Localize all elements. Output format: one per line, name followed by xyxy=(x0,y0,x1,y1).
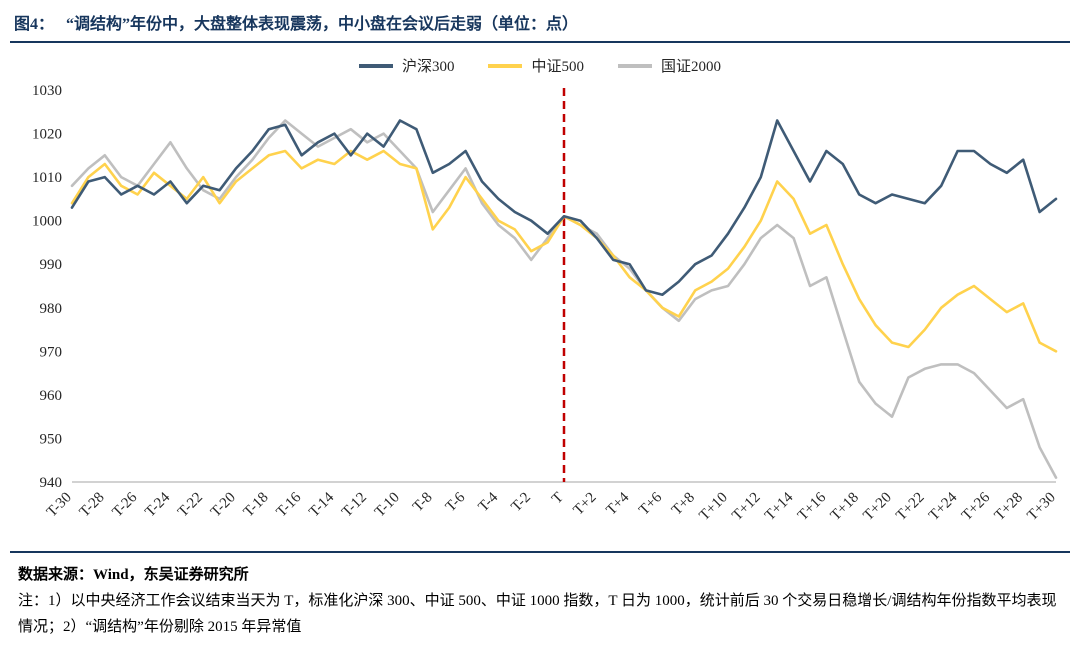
y-tick-label: 990 xyxy=(40,257,63,273)
x-tick-label: T+16 xyxy=(795,489,830,524)
legend-label-hs300: 沪深300 xyxy=(401,59,455,75)
y-tick-label: 940 xyxy=(40,475,63,491)
x-tick-label: T+14 xyxy=(762,489,797,524)
x-tick-label: T-8 xyxy=(410,490,436,516)
x-tick-label: T-30 xyxy=(44,490,75,521)
x-tick-label: T+22 xyxy=(893,490,927,524)
x-tick-label: T-26 xyxy=(109,489,140,520)
x-tick-label: T-10 xyxy=(372,490,403,521)
x-tick-label: T-14 xyxy=(306,489,337,520)
y-tick-label: 960 xyxy=(40,388,63,404)
legend-swatch-hs300 xyxy=(358,63,393,68)
y-tick-label: 970 xyxy=(40,344,63,360)
x-tick-label: T-20 xyxy=(208,490,239,521)
x-tick-label: T+28 xyxy=(992,490,1026,524)
x-tick-label: T-16 xyxy=(273,489,304,520)
legend-swatch-gz2000 xyxy=(618,63,652,68)
legend-label-gz2000: 国证2000 xyxy=(661,59,722,75)
x-tick-label: T+30 xyxy=(1024,490,1058,524)
x-tick-label: T-22 xyxy=(175,490,206,521)
data-source: 数据来源：Wind，东吴证券研究所 xyxy=(18,567,249,583)
x-tick-label: T-24 xyxy=(142,489,173,520)
figure-note: 注：1）以中央经济工作会议结束当天为 T，标准化沪深 300、中证 500、中证… xyxy=(18,593,1057,636)
x-tick-label: T xyxy=(549,490,567,508)
chart-legend: 沪深300 中证500 国证2000 xyxy=(10,55,1070,76)
x-tick-label: T+4 xyxy=(603,489,632,518)
x-tick-label: T-12 xyxy=(339,490,370,521)
y-tick-label: 1030 xyxy=(32,83,62,99)
x-tick-label: T+6 xyxy=(636,489,665,518)
x-tick-label: T+10 xyxy=(696,490,730,524)
y-tick-label: 980 xyxy=(40,301,63,317)
x-tick-label: T+20 xyxy=(860,490,894,524)
legend-item-hs300: 沪深300 xyxy=(358,55,455,76)
figure-label: 图4： xyxy=(14,16,55,33)
x-tick-label: T+24 xyxy=(926,489,961,524)
legend-item-zz500: 中证500 xyxy=(488,55,584,76)
legend-label-zz500: 中证500 xyxy=(531,59,584,75)
legend-item-gz2000: 国证2000 xyxy=(618,55,721,76)
y-tick-label: 950 xyxy=(40,431,63,447)
y-tick-label: 1010 xyxy=(32,170,62,186)
x-tick-label: T-6 xyxy=(443,489,469,515)
figure-title-text: “调结构”年份中，大盘整体表现震荡，中小盘在会议后走弱（单位：点） xyxy=(66,16,579,33)
x-tick-label: T+12 xyxy=(729,490,763,524)
x-tick-label: T-18 xyxy=(241,490,272,521)
series-line-hs300 xyxy=(70,119,1058,296)
chart-area: 940 950 960 970 980 990 1000 1010 1020 1030 T-30 T-… xyxy=(10,78,1070,551)
x-tick-label: T+26 xyxy=(959,489,994,524)
x-tick-label: T-28 xyxy=(77,490,108,521)
figure-title: 图4： “调结构”年份中，大盘整体表现震荡，中小盘在会议后走弱（单位：点） xyxy=(10,8,1070,41)
title-divider xyxy=(10,41,1070,43)
legend-swatch-zz500 xyxy=(488,63,523,68)
x-tick-label: T-2 xyxy=(508,490,534,516)
x-tick-label: T+2 xyxy=(571,490,600,519)
x-tick-label: T+18 xyxy=(828,490,862,524)
x-tick-label: T+8 xyxy=(669,490,698,519)
x-tick-label: T-4 xyxy=(476,489,502,515)
y-tick-label: 1020 xyxy=(32,127,62,143)
footer-divider xyxy=(10,551,1070,553)
y-tick-label: 1000 xyxy=(32,214,62,230)
